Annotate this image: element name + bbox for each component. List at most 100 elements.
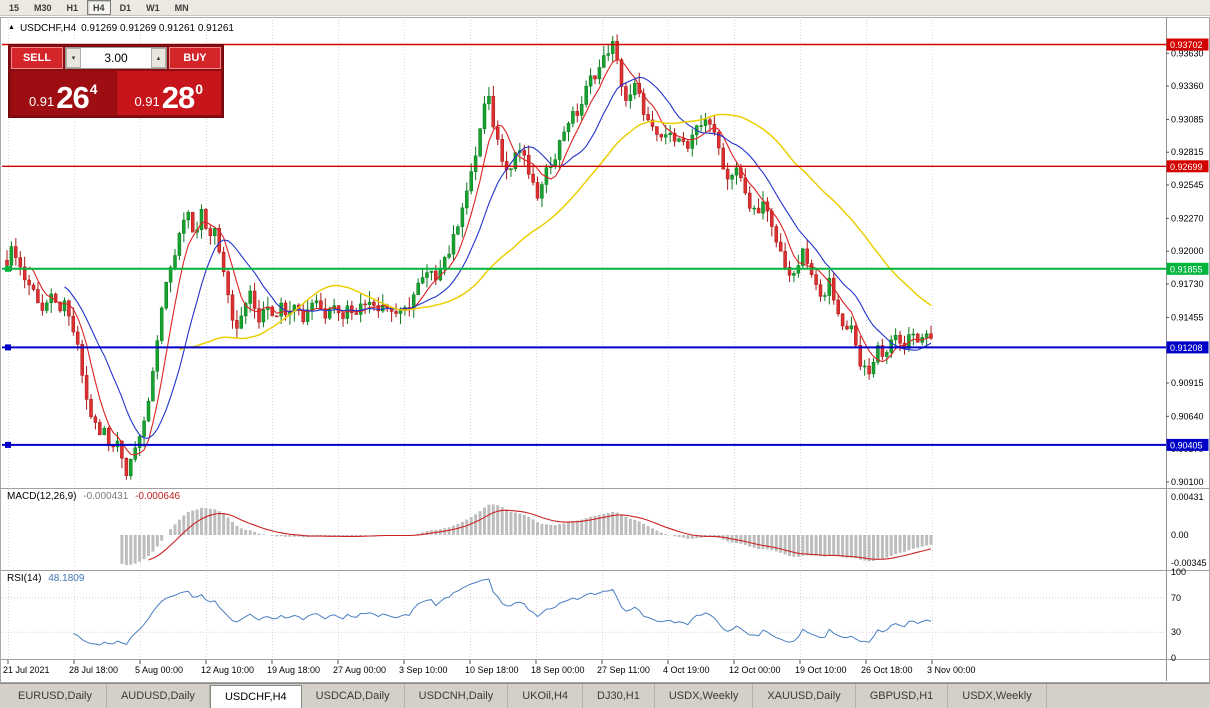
candlestick-layer [5,34,933,480]
svg-text:0.93702: 0.93702 [1170,40,1203,50]
chart-tab-usdchf-h4[interactable]: USDCHF,H4 [209,685,302,708]
svg-text:26 Oct 18:00: 26 Oct 18:00 [861,665,913,675]
sell-price-prefix: 0.91 [28,94,55,109]
chart-symbol-label: USDCHF,H4 [19,23,77,34]
svg-text:0.92545: 0.92545 [1171,180,1204,190]
buy-price-pipette: 0 [195,81,204,97]
svg-text:3 Nov 00:00: 3 Nov 00:00 [927,665,976,675]
buy-price-prefix: 0.91 [134,94,160,109]
volume-input[interactable]: 3.00 [104,51,128,65]
rsi-indicator-label: RSI(14) 48.1809 [7,573,84,584]
sell-price-panel[interactable]: 0.91 26 4 [11,71,116,115]
rsi-name: RSI(14) [7,573,42,584]
chart-tab-usdx-weekly[interactable]: USDX,Weekly [655,684,754,708]
svg-text:0.90640: 0.90640 [1171,411,1204,421]
timeframe-button-d1[interactable]: D1 [119,2,132,13]
timeframe-button-w1[interactable]: W1 [146,2,160,13]
svg-text:0.92815: 0.92815 [1171,147,1204,157]
svg-text:0.90405: 0.90405 [1170,440,1203,450]
svg-text:0.00: 0.00 [1171,530,1189,540]
timeframe-button-h1[interactable]: H1 [66,2,79,13]
chart-tab-usdx-weekly[interactable]: USDX,Weekly [948,684,1047,708]
chart-tab-eurusd-daily[interactable]: EURUSD,Daily [4,684,107,708]
macd-indicator-label: MACD(12,26,9) -0.000431 -0.000646 [7,491,180,502]
svg-text:70: 70 [1171,593,1181,603]
sell-price-digits: 26 [56,80,89,115]
svg-text:5 Aug 00:00: 5 Aug 00:00 [135,665,183,675]
volume-decrease-button[interactable]: ▾ [66,48,81,68]
macd-name: MACD(12,26,9) [7,491,77,502]
svg-text:10 Sep 18:00: 10 Sep 18:00 [465,665,519,675]
rsi-panel [73,578,932,646]
price-axis: 0.93630 0.93360 0.93085 0.92815 0.92545 0.922… [1166,38,1209,663]
timeframe-button-m30[interactable]: M30 [34,2,52,13]
svg-text:19 Oct 10:00: 19 Oct 10:00 [795,665,847,675]
timeframe-button-h4[interactable]: H4 [87,0,111,15]
moving-average-40 [179,113,932,351]
moving-average-14 [64,76,932,439]
svg-text:0.92699: 0.92699 [1170,162,1203,172]
svg-text:27 Sep 11:00: 27 Sep 11:00 [597,665,650,675]
chart-window [0,17,1210,683]
svg-text:100: 100 [1171,567,1186,577]
svg-text:0.91855: 0.91855 [1170,264,1203,274]
svg-text:0.91208: 0.91208 [1170,343,1203,353]
macd-panel [120,504,933,565]
sell-price-pipette: 4 [89,81,98,97]
chart-ohlc-values: 0.91269 0.91269 0.91261 0.91261 [81,23,234,34]
svg-text:30: 30 [1171,627,1181,637]
svg-text:4 Oct 19:00: 4 Oct 19:00 [663,665,710,675]
svg-text:0.91455: 0.91455 [1171,312,1204,322]
chart-tab-usdcnh-daily[interactable]: USDCNH,Daily [405,684,509,708]
svg-text:0.92000: 0.92000 [1171,246,1204,256]
volume-increase-button[interactable]: ▴ [151,48,166,68]
svg-text:12 Oct 00:00: 12 Oct 00:00 [729,665,781,675]
svg-text:0: 0 [1171,653,1176,663]
sell-button[interactable]: SELL [11,47,63,69]
svg-text:27 Aug 00:00: 27 Aug 00:00 [333,665,386,675]
macd-signal-line [148,509,932,561]
svg-text:21 Jul 2021: 21 Jul 2021 [3,665,50,675]
svg-text:0.92270: 0.92270 [1171,213,1204,223]
volume-control: ▾ 3.00 ▴ [65,47,167,69]
chart-tab-bar: EURUSD,Daily AUDUSD,Daily USDCHF,H4 USDCAD,… [0,683,1210,708]
timeframe-toolbar: 15 M30 H1 H4 D1 W1 MN [0,0,1210,16]
svg-text:19 Aug 18:00: 19 Aug 18:00 [267,665,320,675]
rsi-value: 48.1809 [48,573,85,584]
svg-text:0.90100: 0.90100 [1171,477,1204,487]
svg-text:3 Sep 10:00: 3 Sep 10:00 [399,665,448,675]
svg-text:-0.00345: -0.00345 [1171,558,1207,568]
svg-text:12 Aug 10:00: 12 Aug 10:00 [201,665,254,675]
svg-text:18 Sep 00:00: 18 Sep 00:00 [531,665,585,675]
svg-text:0.93360: 0.93360 [1171,81,1204,91]
grid-lines [8,20,933,658]
buy-price-digits: 28 [161,80,195,115]
buy-button[interactable]: BUY [169,47,221,69]
macd-main-value: -0.000431 [83,491,129,502]
chart-tab-dj30-h1[interactable]: DJ30,H1 [583,684,655,708]
timeframe-button-mn[interactable]: MN [174,2,189,13]
horizontal-price-lines[interactable] [2,43,1166,448]
svg-text:0.93085: 0.93085 [1171,114,1204,124]
svg-text:0.93630: 0.93630 [1171,48,1204,58]
timeframe-button-15[interactable]: 15 [9,2,20,13]
moving-average-6 [28,58,932,456]
one-click-trading-widget: SELL ▾ 3.00 ▴ BUY 0.91 26 4 0.91 28 0 [8,44,224,118]
buy-price-panel[interactable]: 0.91 28 0 [116,71,221,115]
chart-tab-audusd-daily[interactable]: AUDUSD,Daily [107,684,210,708]
svg-text:0.90915: 0.90915 [1171,378,1204,388]
macd-signal-value: -0.000646 [135,491,181,502]
chart-tab-gbpusd-h1[interactable]: GBPUSD,H1 [856,684,949,708]
chart-expand-icon[interactable]: ▲ [8,24,15,31]
chart-symbol-header: ▲ USDCHF,H4 0.91269 0.91269 0.91261 0.91… [8,23,234,34]
chart-tab-usdcad-daily[interactable]: USDCAD,Daily [302,684,405,708]
svg-text:28 Jul 18:00: 28 Jul 18:00 [69,665,118,675]
svg-text:0.00431: 0.00431 [1171,492,1204,502]
time-axis: 21 Jul 2021 28 Jul 18:00 5 Aug 00:00 12 Aug… [3,660,976,675]
chart-tab-ukoil-h4[interactable]: UKOil,H4 [508,684,584,708]
rsi-line [73,578,932,646]
svg-text:0.91730: 0.91730 [1171,279,1204,289]
chart-tab-xauusd-daily[interactable]: XAUUSD,Daily [753,684,856,708]
